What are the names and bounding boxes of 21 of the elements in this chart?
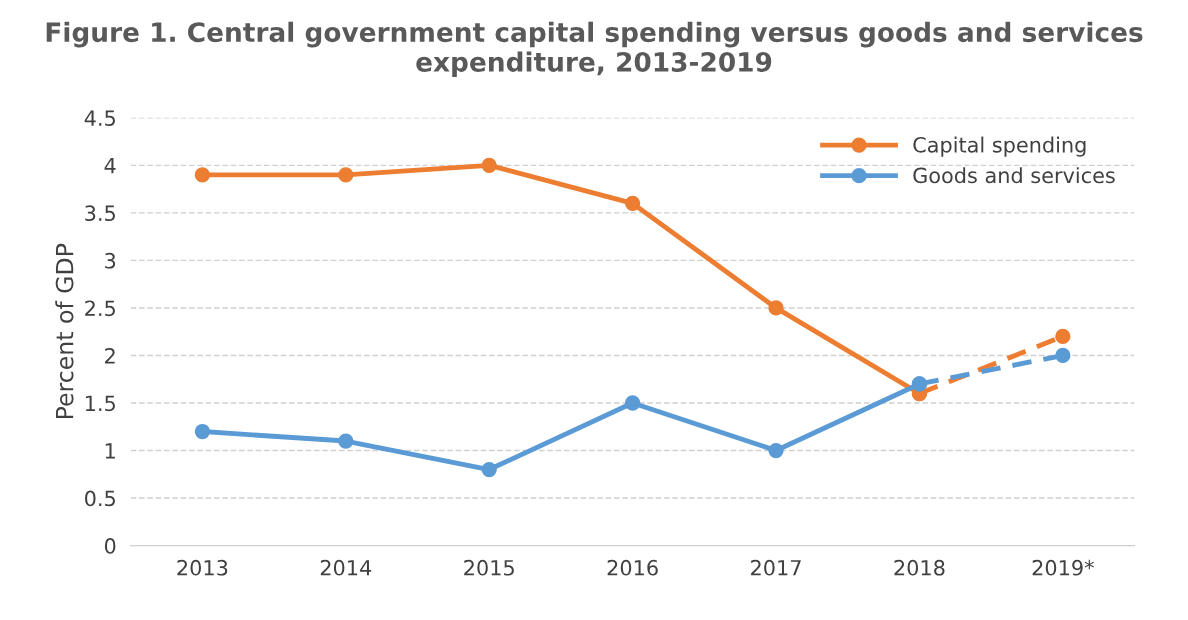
legend-label: Capital spending [913, 136, 1086, 157]
y-axis-title: Percent of GDP [55, 243, 74, 419]
y-tick-label: 4 [104, 158, 116, 174]
x-tick-label: 2019* [1032, 559, 1094, 576]
x-tick-label: 2015 [464, 559, 514, 576]
y-tick-label: 3 [105, 252, 116, 269]
x-tick-label: 2013 [177, 559, 228, 576]
x-tick-label: 2016 [607, 559, 658, 576]
y-tick-label: 2.5 [85, 300, 115, 317]
y-tick-label: 1.5 [85, 395, 115, 412]
y-tick-label: 0.5 [85, 490, 115, 507]
x-tick-label: 2014 [320, 559, 372, 576]
y-tick-label: 2 [105, 347, 115, 364]
y-tick-label: 4.5 [84, 110, 115, 127]
legend-label: Goods and services [913, 167, 1115, 184]
x-tick-label: 2017 [751, 559, 801, 576]
y-tick-label: 0 [104, 538, 116, 554]
y-tick-label: 1 [105, 443, 115, 459]
x-tick-label: 2018 [894, 559, 945, 576]
y-tick-label: 3.5 [85, 205, 115, 222]
chart-title: Figure 1. Central government capital spending versus goods and services expenditure, 2013-2019 [46, 21, 1143, 77]
